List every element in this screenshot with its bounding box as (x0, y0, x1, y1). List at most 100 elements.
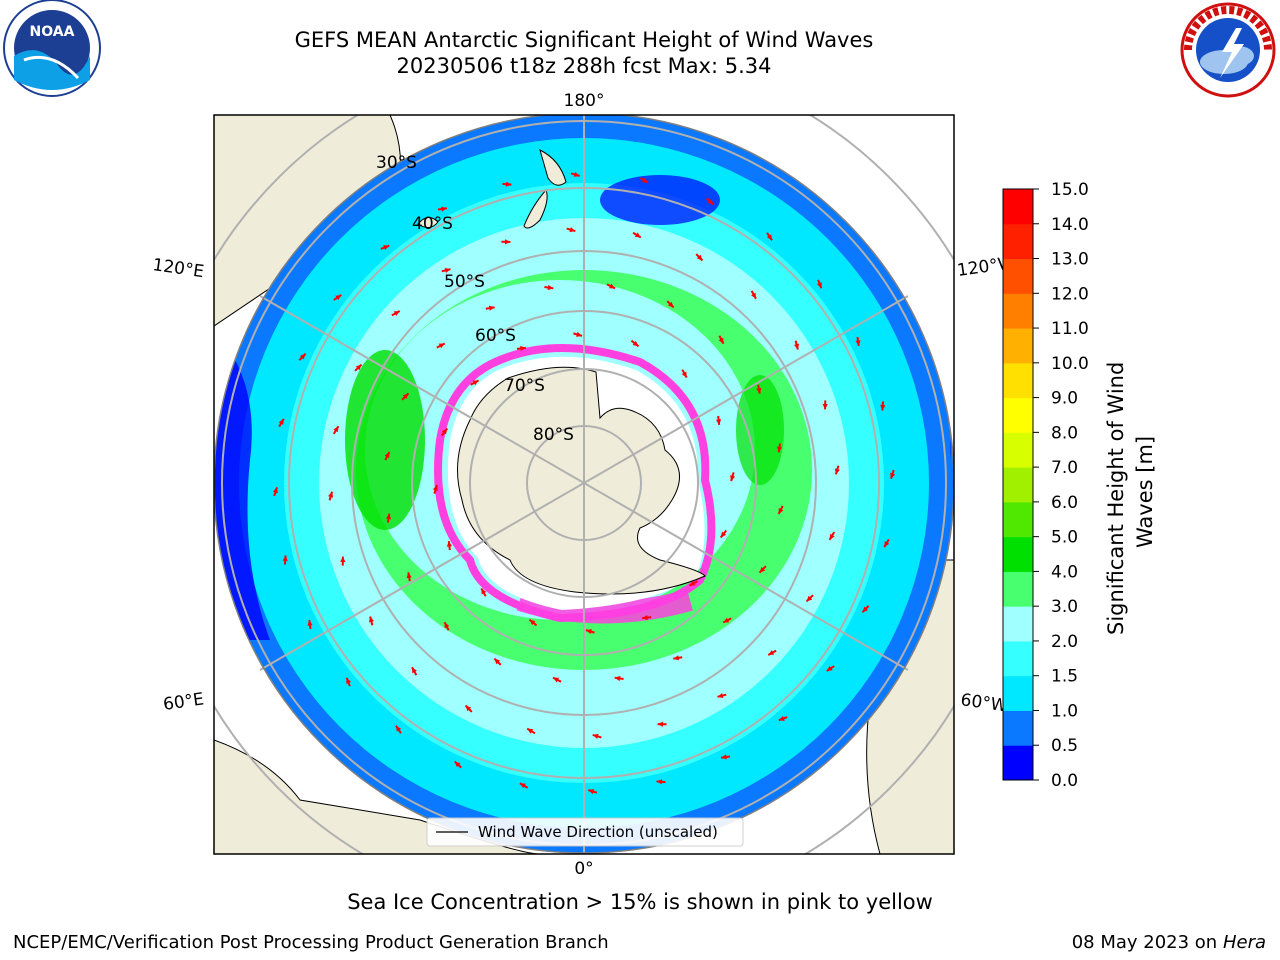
wave-arrow-head (520, 345, 526, 352)
colorbar-segment (1003, 640, 1033, 677)
wave-arrow-head (547, 284, 554, 291)
wave-arrow-head (880, 404, 886, 411)
wave-arrow-head (723, 617, 730, 623)
wave-arrow-head (632, 340, 639, 347)
wave-arrow-head (529, 619, 536, 626)
wave-arrow-head (438, 343, 445, 349)
colorbar-segment (1003, 571, 1033, 607)
colorbar-segment (1003, 432, 1033, 468)
lat-label-60s: 60°S (475, 326, 516, 346)
wave-arrow-head (504, 239, 511, 245)
wave-arrow-head (822, 403, 828, 410)
colorbar-tick-label: 9.0 (1051, 389, 1078, 409)
wave-arrow-head (793, 343, 800, 350)
wave-arrow-head (715, 419, 722, 425)
wave-arrow-head (576, 331, 583, 337)
wave-arrow-head (505, 181, 512, 187)
date-text: 08 May 2023 on Hera (1072, 932, 1266, 953)
colorbar-tick-label: 10.0 (1051, 354, 1089, 374)
colorbar-segment (1003, 606, 1033, 642)
wave-direction-arrows (272, 171, 896, 795)
wave-arrow-head (884, 541, 890, 548)
legend-label: Wind Wave Direction (unscaled) (478, 823, 718, 841)
lon-label-180: 180° (564, 91, 605, 111)
colorbar-segment (1003, 223, 1033, 260)
wave-arrow-head (759, 566, 766, 573)
wave-arrow-head (890, 472, 896, 479)
wave-arrow-head (346, 677, 352, 684)
wave-arrow-head (328, 491, 334, 498)
wave-arrow-head (441, 206, 447, 212)
wave-arrow-head (412, 667, 417, 674)
wave-arrow-head (393, 311, 400, 316)
colorbar-tick-label: 4.0 (1051, 562, 1078, 582)
wave-arrow-head (609, 283, 616, 289)
wave-arrow-head (454, 761, 461, 768)
wave-arrow-head (569, 227, 576, 233)
colorbar-tick-label: 6.0 (1051, 493, 1078, 513)
wave-arrow-head (829, 533, 835, 540)
lon-label-60w: 60°W (959, 690, 1008, 716)
colorbar: 0.0 0.5 1.0 1.5 2.0 3.0 4.0 5.0 6.0 7.0 8.0 9.0 10.0… (1002, 180, 1089, 791)
colorbar-segment (1003, 675, 1033, 711)
wave-arrow-head (614, 675, 621, 682)
wave-arrow-head (383, 245, 390, 251)
lon-label-0: 0° (574, 859, 593, 879)
colorbar-tick-label: 5.0 (1051, 528, 1078, 548)
arrow-legend: Wind Wave Direction (unscaled) (426, 817, 744, 847)
wave-arrow-head (488, 305, 495, 311)
colorbar-segment (1003, 397, 1033, 433)
wave-arrow-head (333, 426, 339, 433)
wave-arrow-head (656, 779, 663, 785)
chart-subtitle: 20230506 t18z 288h fcst Max: 5.34 (396, 54, 772, 78)
wave-arrow-head (472, 380, 479, 386)
wave-arrow-head (642, 614, 648, 621)
wave-arrow-head (766, 234, 773, 241)
wave-arrow-head (634, 232, 641, 238)
colorbar-tick-label: 7.0 (1051, 458, 1078, 478)
wave-arrow-head (696, 254, 703, 261)
colorbar-tick-label: 0.0 (1051, 771, 1078, 791)
colorbar-segment (1003, 362, 1033, 399)
colorbar-tick-label: 14.0 (1051, 215, 1089, 235)
colorbar-tick-label: 11.0 (1051, 319, 1089, 339)
wave-arrow-head (717, 692, 724, 699)
wave-arrow-head (573, 171, 580, 177)
colorbar-tick-label: 2.0 (1051, 632, 1078, 652)
colorbar-segment (1003, 536, 1033, 572)
wave-arrow-head (278, 418, 284, 425)
chart-title: GEFS MEAN Antarctic Significant Height o… (294, 28, 874, 52)
colorbar-label-line2: Waves [m] (1133, 436, 1157, 548)
lon-label-120e: 120°E (151, 255, 205, 282)
wave-arrow-head (552, 677, 559, 683)
colorbar-tick-label: 1.5 (1051, 667, 1078, 687)
noaa-logo-icon: NOAA (3, 0, 101, 97)
wave-arrow-head (299, 353, 306, 360)
machine-name: Hera (1222, 932, 1266, 953)
wave-arrow-head (432, 484, 438, 491)
colorbar-tick-label: 12.0 (1051, 284, 1089, 304)
colorbar-segment (1003, 501, 1033, 538)
wave-arrow-head (855, 340, 861, 346)
wave-arrow-head (778, 715, 785, 721)
wave-arrow-head (862, 606, 869, 613)
wave-arrow-head (481, 588, 487, 595)
wave-arrow-head (307, 620, 313, 626)
colorbar-segment (1003, 710, 1033, 746)
wave-arrow-head (282, 555, 288, 562)
colorbar-segment (1003, 258, 1033, 294)
wave-arrow-head (751, 292, 756, 299)
colorbar-label-line1: Significant Height of Wind (1104, 362, 1128, 635)
colorbar-segment (1003, 328, 1033, 364)
wave-arrow-head (720, 531, 727, 538)
lat-label-70s: 70°S (504, 376, 545, 396)
lon-label-60e: 60°E (162, 689, 205, 714)
wave-arrow-head (778, 508, 784, 515)
wave-arrow-head (385, 513, 392, 520)
wave-arrow-head (681, 371, 687, 378)
wave-arrow-head (806, 595, 813, 602)
colorbar-segment (1003, 189, 1033, 225)
wave-arrow-head (444, 622, 450, 629)
sea-ice-note: Sea Ice Concentration > 15% is shown in … (347, 890, 933, 914)
colorbar-segment (1003, 293, 1033, 329)
